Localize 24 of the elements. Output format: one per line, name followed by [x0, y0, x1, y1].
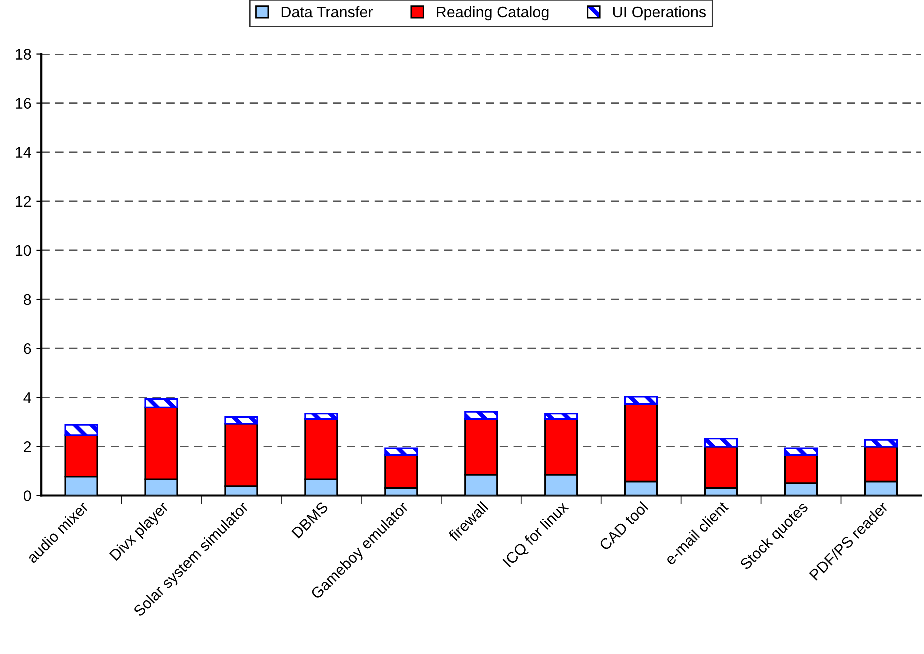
y-tick-label: 18: [16, 49, 32, 60]
bar: [864, 439, 898, 448]
bar: [64, 424, 98, 436]
y-tick-label: 8: [24, 294, 32, 306]
y-tick-label: 10: [16, 245, 32, 256]
y-tick-label: 14: [16, 147, 32, 158]
bar: [544, 412, 578, 420]
bar: [784, 448, 818, 456]
legend-label: Data Transfer: [282, 6, 373, 18]
bar: [144, 398, 178, 409]
y-tick-label: 16: [16, 98, 32, 110]
bar: [624, 396, 658, 406]
y-tick-label: 2: [24, 442, 32, 452]
bar: [704, 438, 738, 448]
y-tick-label: 12: [16, 196, 32, 207]
legend-label: UI Operations: [614, 6, 706, 21]
bar: [464, 411, 498, 420]
y-tick-label: 4: [24, 392, 32, 404]
y-tick-label: 6: [24, 343, 32, 354]
bar: [384, 448, 418, 456]
y-tick-label: 0: [24, 490, 32, 502]
bar: [304, 412, 338, 420]
bar: [224, 416, 258, 425]
legend-label: Reading Catalog: [437, 6, 549, 21]
